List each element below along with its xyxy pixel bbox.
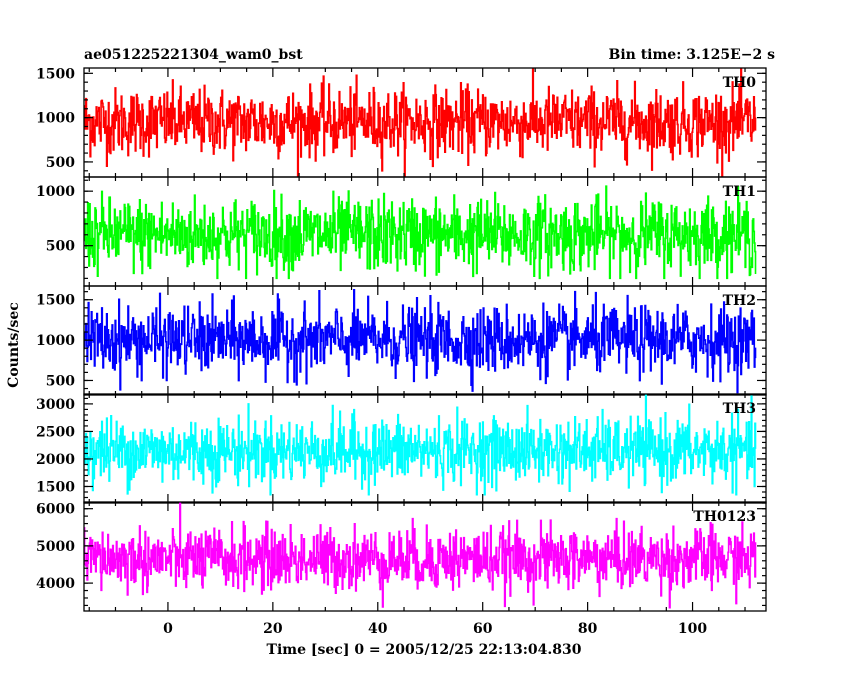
y-axis-label: Counts/sec bbox=[6, 302, 22, 388]
y-tick-label: 1500 bbox=[36, 479, 75, 495]
y-tick-label: 500 bbox=[46, 155, 75, 171]
panel-th2: 500 1000 1500 TH2 bbox=[36, 285, 767, 396]
panel-th1: 500 1000 TH1 bbox=[36, 176, 767, 287]
y-tick-label: 1000 bbox=[36, 111, 75, 127]
series-line-th2 bbox=[84, 288, 757, 394]
series-line-th0 bbox=[84, 68, 757, 177]
panel-th0: 500 1000 1500 TH0 bbox=[36, 66, 767, 178]
y-tick-label: 1000 bbox=[36, 184, 75, 200]
panel-label: TH2 bbox=[723, 293, 756, 309]
y-tick-label: 1000 bbox=[36, 333, 75, 349]
x-axis-label: Time [sec] 0 = 2005/12/25 22:13:04.830 bbox=[267, 642, 582, 658]
y-tick-label: 500 bbox=[46, 239, 75, 255]
chart-title-right: Bin time: 3.125E−2 s bbox=[609, 47, 776, 63]
y-tick-label: 1500 bbox=[36, 293, 75, 309]
panel-frame bbox=[83, 501, 767, 612]
series-line-th1 bbox=[84, 185, 757, 280]
chart-title-left: ae051225221304_wam0_bst bbox=[84, 47, 303, 63]
panel-label: TH0 bbox=[723, 75, 757, 91]
y-tick-label: 3000 bbox=[36, 397, 75, 413]
panel-label: TH0123 bbox=[693, 509, 756, 525]
panel-th3: 1500 2000 2500 3000 TH3 bbox=[36, 393, 767, 504]
panel-th0123: 4000 5000 6000 TH0123 bbox=[36, 501, 767, 612]
x-tick-label: 0 bbox=[163, 621, 173, 637]
y-tick-label: 1500 bbox=[36, 66, 75, 82]
x-tick-label: 40 bbox=[368, 621, 388, 637]
x-tick-label: 80 bbox=[578, 621, 598, 637]
y-tick-label: 6000 bbox=[36, 502, 75, 518]
panel-label: TH1 bbox=[723, 184, 756, 200]
y-tick-label: 4000 bbox=[36, 576, 75, 592]
y-tick-label: 5000 bbox=[36, 539, 75, 555]
x-tick-label: 20 bbox=[263, 621, 283, 637]
x-tick-label: 100 bbox=[678, 621, 707, 637]
y-tick-label: 500 bbox=[46, 373, 75, 389]
y-tick-label: 2000 bbox=[36, 452, 75, 468]
panel-label: TH3 bbox=[723, 401, 756, 417]
series-line-th3 bbox=[84, 394, 757, 496]
x-tick-label: 60 bbox=[473, 621, 493, 637]
series-line-th0123 bbox=[84, 502, 757, 609]
y-tick-label: 2500 bbox=[36, 424, 75, 440]
